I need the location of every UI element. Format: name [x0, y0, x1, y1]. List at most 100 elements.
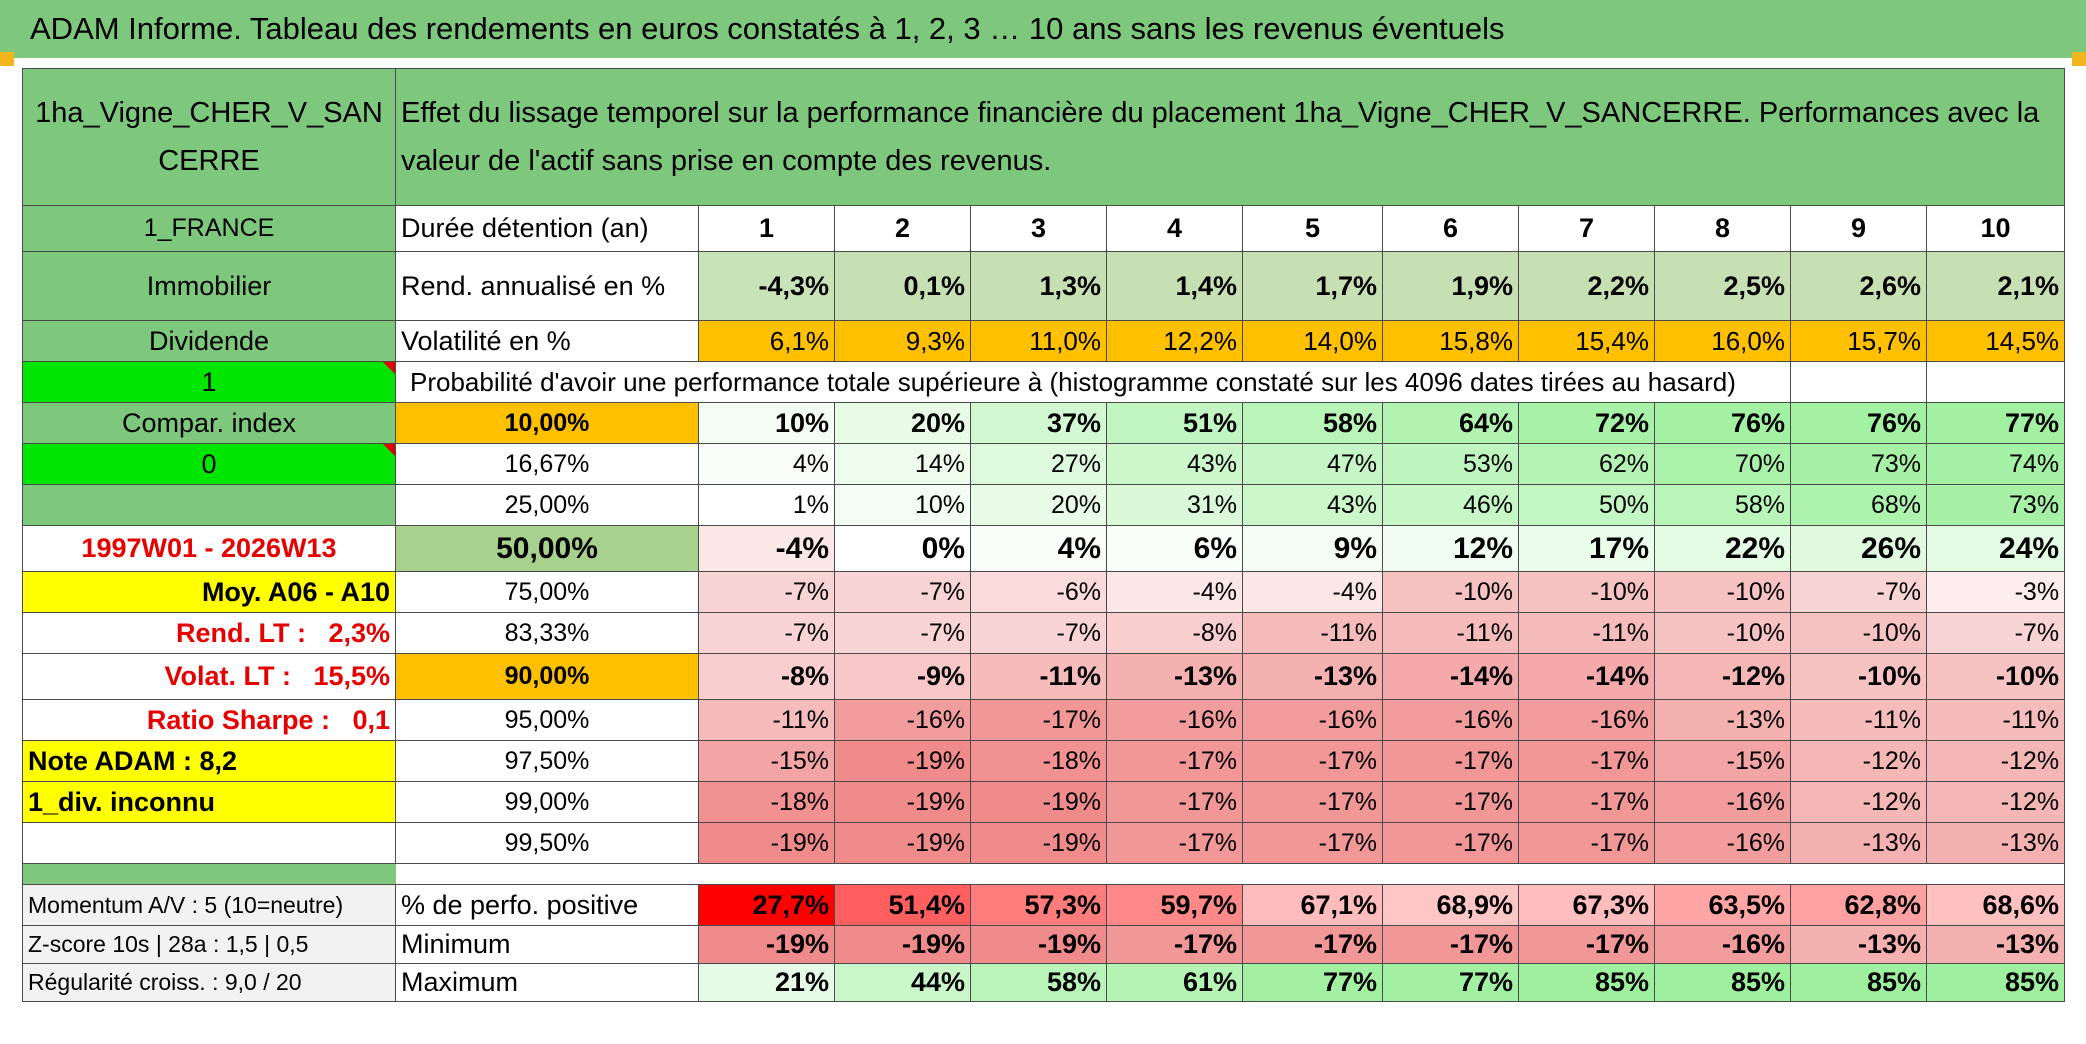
threshold-value: 99,50% — [395, 822, 699, 864]
sharpe-label: Ratio Sharpe : 0,1 — [146, 704, 390, 735]
min-value: -19% — [970, 925, 1107, 964]
proba-value: -19% — [970, 781, 1107, 823]
proba-value: -13% — [1654, 699, 1791, 741]
max-value: 58% — [970, 963, 1107, 1002]
proba-value: 72% — [1518, 402, 1655, 444]
proba-value: -12% — [1790, 781, 1927, 823]
max-value: 21% — [698, 963, 835, 1002]
proba-value: 10% — [698, 402, 835, 444]
year-header: 7 — [1518, 205, 1655, 252]
proba-value: -4% — [698, 525, 835, 572]
proba-value: 62% — [1518, 443, 1655, 485]
moy-cell: Moy. A06 - A10 — [22, 571, 396, 613]
proba-value: -7% — [698, 571, 835, 613]
pos-label: % de perfo. positive — [395, 884, 699, 926]
proba-value: -13% — [1106, 653, 1243, 700]
proba-value: -11% — [1382, 612, 1519, 654]
min-value: -19% — [834, 925, 971, 964]
rend-value: -4,3% — [698, 251, 835, 321]
proba-value: 1% — [698, 484, 835, 526]
proba-value: -7% — [1790, 571, 1927, 613]
max-value: 44% — [834, 963, 971, 1002]
zscore-cell: Z-score 10s | 28a : 1,5 | 0,5 — [22, 925, 396, 964]
proba-value: -17% — [1518, 781, 1655, 823]
proba-value: 76% — [1790, 402, 1927, 444]
proba-value: -7% — [834, 571, 971, 613]
proba-value: -4% — [1106, 571, 1243, 613]
note-label: Note ADAM : 8,2 — [28, 745, 238, 776]
threshold-value: 25,00% — [395, 484, 699, 526]
div-cell: 1_div. inconnu — [22, 781, 396, 823]
proba-label: Probabilité d'avoir une performance tota… — [395, 361, 1791, 403]
max-value: 85% — [1925, 963, 2066, 1002]
threshold-value: 83,33% — [395, 612, 699, 654]
proba-value: -17% — [1106, 822, 1243, 864]
proba-value: -18% — [698, 781, 835, 823]
category-cell: Immobilier — [22, 251, 396, 321]
proba-value: -16% — [1242, 699, 1383, 741]
volat-value: 11,0% — [970, 320, 1107, 362]
proba-value: -17% — [1382, 781, 1519, 823]
moy-label: Moy. A06 - A10 — [201, 576, 390, 607]
proba-value: 74% — [1925, 443, 2066, 485]
proba-value: -10% — [1382, 571, 1519, 613]
proba-value: 76% — [1654, 402, 1791, 444]
max-value: 85% — [1654, 963, 1791, 1002]
year-header: 5 — [1242, 205, 1383, 252]
threshold-value: 10,00% — [395, 402, 699, 444]
proba-value: -13% — [1925, 822, 2066, 864]
proba-value: -12% — [1925, 781, 2066, 823]
proba-value: -16% — [1382, 699, 1519, 741]
proba-value: -10% — [1518, 571, 1655, 613]
proba-value: -19% — [834, 781, 971, 823]
corner-mark-right — [2072, 52, 2086, 66]
proba-value: -10% — [1790, 612, 1927, 654]
max-value: 77% — [1382, 963, 1519, 1002]
proba-value: 64% — [1382, 402, 1519, 444]
proba-value: 31% — [1106, 484, 1243, 526]
proba-value: 22% — [1654, 525, 1791, 572]
proba-value: -17% — [1518, 822, 1655, 864]
dividend-label-cell: Dividende — [22, 320, 396, 362]
proba-value: 6% — [1106, 525, 1243, 572]
rend-value: 2,2% — [1518, 251, 1655, 321]
proba-value: -17% — [1106, 740, 1243, 782]
proba-value: -17% — [1518, 740, 1655, 782]
min-value: -16% — [1654, 925, 1791, 964]
proba-value: 47% — [1242, 443, 1383, 485]
proba-value: -11% — [1242, 612, 1383, 654]
year-header: 3 — [970, 205, 1107, 252]
proba-value: 50% — [1518, 484, 1655, 526]
volat-value: 14,0% — [1242, 320, 1383, 362]
proba-value: -16% — [1654, 781, 1791, 823]
max-label: Maximum — [395, 963, 699, 1002]
proba-value: 58% — [1654, 484, 1791, 526]
year-header: 6 — [1382, 205, 1519, 252]
proba-value: 20% — [834, 402, 971, 444]
proba-value: -18% — [970, 740, 1107, 782]
volat-value: 14,5% — [1925, 320, 2066, 362]
country-label: 1_FRANCE — [143, 214, 275, 242]
proba-value: -17% — [1242, 822, 1383, 864]
volat-label: Volatilité en % — [395, 320, 699, 362]
proba-value: 4% — [698, 443, 835, 485]
proba-value: -17% — [970, 699, 1107, 741]
year-header: 2 — [834, 205, 971, 252]
rend-value: 2,6% — [1790, 251, 1927, 321]
proba-value: -19% — [970, 822, 1107, 864]
country-cell: 1_FRANCE — [22, 205, 396, 252]
proba-value: 24% — [1925, 525, 2066, 572]
proba-value: -17% — [1106, 781, 1243, 823]
proba-value: -13% — [1242, 653, 1383, 700]
min-value: -19% — [698, 925, 835, 964]
positive-perf-value: 51,4% — [834, 884, 971, 926]
compar-index-value: 0 — [201, 448, 217, 479]
proba-value: -17% — [1382, 740, 1519, 782]
year-header: 4 — [1106, 205, 1243, 252]
positive-perf-value: 27,7% — [698, 884, 835, 926]
proba-value: -4% — [1242, 571, 1383, 613]
description-cell: Effet du lissage temporel sur la perform… — [394, 68, 2066, 206]
proba-value: 27% — [970, 443, 1107, 485]
threshold-value: 90,00% — [395, 653, 699, 700]
proba-value: 77% — [1925, 402, 2066, 444]
